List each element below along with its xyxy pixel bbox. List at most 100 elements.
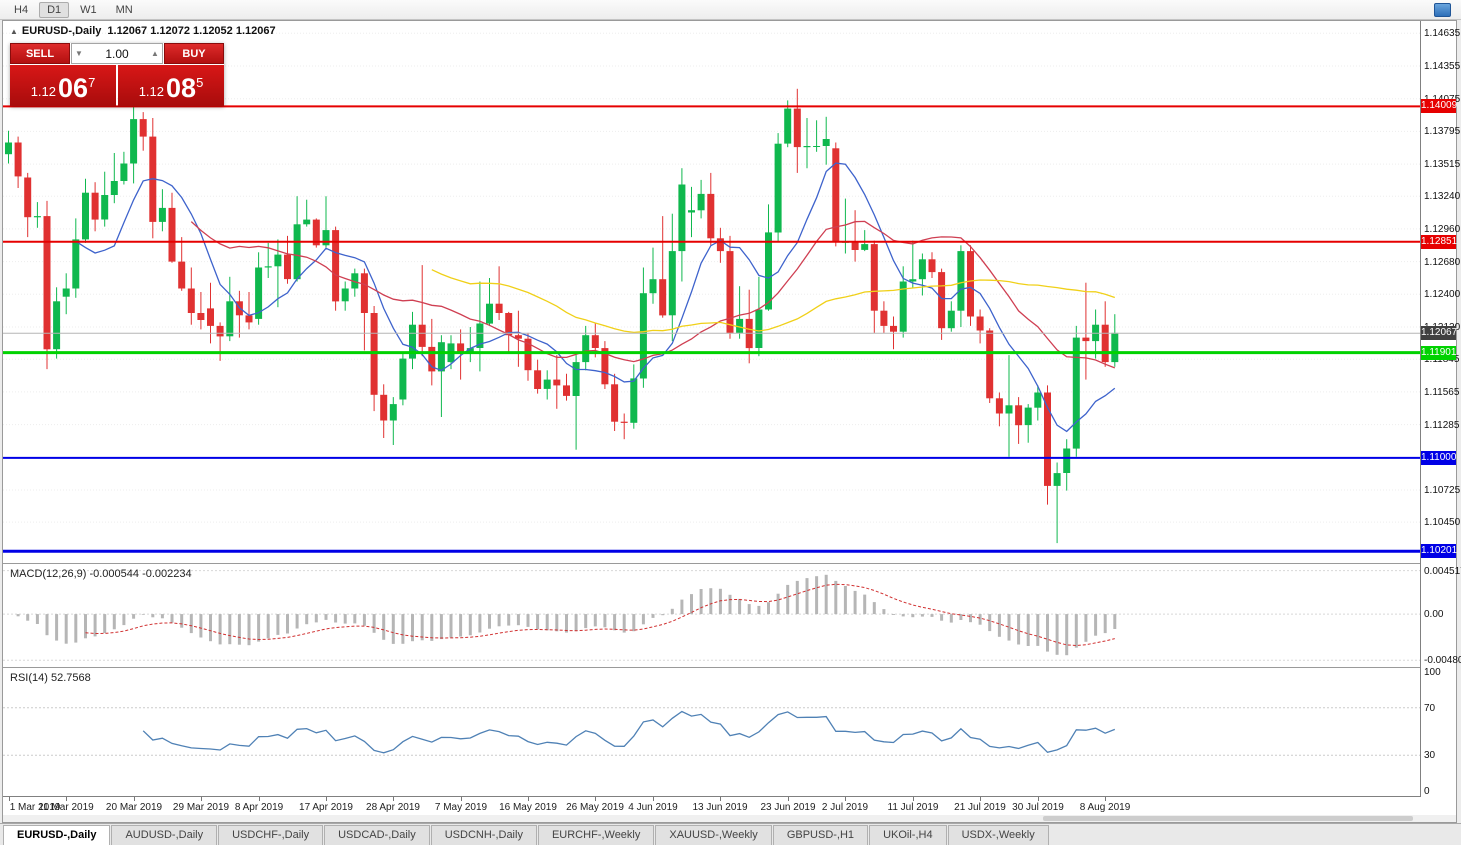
- tab-audusd-daily[interactable]: AUDUSD-,Daily: [111, 825, 218, 845]
- tab-xauusd-weekly[interactable]: XAUUSD-,Weekly: [655, 825, 772, 845]
- ma-line-slow-yellow[interactable]: [431, 269, 1116, 334]
- price-axis-label: 1.12400: [1424, 289, 1461, 300]
- date-axis-label: 20 Mar 2019: [105, 802, 163, 813]
- date-axis-label: 29 Mar 2019: [172, 802, 230, 813]
- tab-eurchf-weekly[interactable]: EURCHF-,Weekly: [537, 825, 655, 845]
- price-chart-canvas[interactable]: [3, 21, 1420, 563]
- timeframe-buttons: H4 D1 W1 MN: [6, 1, 144, 18]
- date-axis-label: 2 Jul 2019: [821, 802, 869, 813]
- bid-price-badge: 1.12067: [1421, 326, 1458, 340]
- date-axis[interactable]: 1 Mar 2019 11 Mar 2019 20 Mar 2019 29 Mar 2…: [3, 797, 1420, 815]
- resistance-line-upper-badge: 1.14009: [1421, 99, 1458, 113]
- price-axis-label: 1.12680: [1424, 257, 1461, 268]
- date-tick-mark: [980, 797, 981, 801]
- price-axis-label: 1.10450: [1424, 517, 1461, 528]
- timeframe-button-h4[interactable]: H4: [14, 3, 29, 16]
- date-axis-label: 1 Mar 2019: [9, 802, 61, 813]
- ma-line-medium-red[interactable]: [190, 220, 1116, 369]
- macd-indicator-canvas[interactable]: [3, 564, 1420, 667]
- date-tick-mark: [461, 797, 462, 801]
- tab-ukoil-h4[interactable]: UKOil-,H4: [869, 825, 947, 845]
- chart-window: 1.146351.143551.140751.137951.135151.132…: [2, 20, 1461, 823]
- volume-input[interactable]: 1.00: [105, 46, 129, 61]
- date-axis-label: 17 Apr 2019: [299, 802, 353, 813]
- sell-button[interactable]: SELL: [10, 43, 70, 64]
- date-tick-mark: [653, 797, 654, 801]
- sell-price-mid: 06: [58, 73, 89, 103]
- price-axis-label: 1.14635: [1424, 28, 1461, 39]
- volume-stepper[interactable]: ▼ 1.00 ▲: [71, 43, 163, 64]
- price-axis[interactable]: 1.146351.143551.140751.137951.135151.132…: [1420, 21, 1461, 797]
- date-axis-label: 8 Aug 2019: [1079, 802, 1131, 813]
- toolbar-right: [1434, 2, 1451, 17]
- date-tick-mark: [528, 797, 529, 801]
- rsi-line: [142, 710, 1116, 754]
- candles: [5, 88, 1119, 544]
- support-line-blue-upper-badge: 1.11000: [1421, 451, 1457, 465]
- rsi-axis-label: 100: [1424, 667, 1441, 678]
- one-click-trading-widget: SELL ▼ 1.00 ▲ BUY 1.12 06 7 1.12 08 5: [10, 43, 224, 106]
- price-axis-label: 1.11285: [1424, 420, 1460, 431]
- buy-price-big: 1.12: [138, 84, 165, 99]
- resistance-line-lower-badge: 1.12851: [1421, 235, 1458, 249]
- date-axis-label: 16 May 2019: [499, 802, 557, 813]
- macd-axis-label: 0.004517: [1424, 566, 1461, 577]
- chart-symbol-label: EURUSD-,Daily: [21, 25, 102, 37]
- buy-button[interactable]: BUY: [164, 43, 224, 64]
- date-axis-line: [3, 796, 1456, 797]
- date-axis-label: 7 May 2019: [434, 802, 488, 813]
- price-axis-label: 1.13795: [1424, 126, 1461, 137]
- pane-separator[interactable]: [3, 667, 1456, 668]
- volume-up-icon[interactable]: ▲: [151, 49, 159, 58]
- sell-price-panel[interactable]: 1.12 06 7: [10, 65, 116, 106]
- price-axis-label: 1.12960: [1424, 224, 1461, 235]
- chart-window-control-icon[interactable]: [1434, 2, 1451, 17]
- macd-histogram: [16, 574, 1117, 656]
- date-tick-mark: [326, 797, 327, 801]
- ma-line-fast-blue[interactable]: [75, 162, 1116, 433]
- volume-down-icon[interactable]: ▼: [75, 49, 83, 58]
- tab-gbpusd-h1[interactable]: GBPUSD-,H1: [772, 825, 869, 845]
- tab-usdx-weekly[interactable]: USDX-,Weekly: [947, 825, 1049, 845]
- date-axis-label: 21 Jul 2019: [954, 802, 1006, 813]
- timeframe-button-d1[interactable]: D1: [39, 1, 70, 18]
- chart-icon: ▲: [10, 27, 18, 36]
- price-axis-label: 1.11565: [1424, 387, 1460, 398]
- tab-usdchf-daily[interactable]: USDCHF-,Daily: [218, 825, 324, 845]
- date-tick-mark: [1038, 797, 1039, 801]
- date-tick-mark: [134, 797, 135, 801]
- horizontal-scrollbar[interactable]: [3, 815, 1456, 822]
- price-axis-label: 1.13515: [1424, 159, 1461, 170]
- date-tick-mark: [1105, 797, 1106, 801]
- timeframe-button-w1[interactable]: W1: [80, 3, 97, 16]
- date-tick-mark: [259, 797, 260, 801]
- timeframe-button-mn[interactable]: MN: [115, 3, 133, 16]
- date-axis-label: 28 Apr 2019: [366, 802, 420, 813]
- date-axis-label: 8 Apr 2019: [234, 802, 284, 813]
- date-axis-label: 4 Jun 2019: [628, 802, 678, 813]
- rsi-indicator-canvas[interactable]: [3, 668, 1420, 796]
- buy-price-mid: 08: [166, 73, 197, 103]
- date-axis-label: 13 Jun 2019: [692, 802, 748, 813]
- sell-price-sup: 7: [88, 75, 96, 90]
- date-axis-label: 11 Jul 2019: [887, 802, 939, 813]
- date-tick-mark: [595, 797, 596, 801]
- rsi-axis-label: 0: [1424, 786, 1430, 797]
- macd-signal-line: [85, 583, 1115, 647]
- macd-label: MACD(12,26,9) -0.000544 -0.002234: [10, 568, 192, 580]
- tab-eurusd-daily[interactable]: EURUSD-,Daily: [3, 825, 111, 845]
- date-axis-label: 11 Mar 2019: [38, 802, 94, 813]
- buy-price-panel[interactable]: 1.12 08 5: [118, 65, 224, 106]
- scrollbar-handle[interactable]: [1043, 816, 1413, 821]
- tab-usdcad-daily[interactable]: USDCAD-,Daily: [324, 825, 430, 845]
- chart-title: ▲ EURUSD-,Daily 1.12067 1.12072 1.12052 1.…: [10, 25, 276, 37]
- date-axis-label: 26 May 2019: [566, 802, 624, 813]
- rsi-axis-label: 70: [1424, 703, 1436, 714]
- symbol-tab-bar: EURUSD-,Daily AUDUSD-,Daily USDCHF-,Daily U…: [0, 823, 1461, 845]
- macd-axis-label: -0.004806: [1424, 655, 1461, 666]
- support-line-green-badge: 1.11901: [1421, 346, 1457, 360]
- support-line-blue-lower-badge: 1.10201: [1421, 544, 1458, 558]
- price-axis-label: 1.10725: [1424, 485, 1461, 496]
- pane-separator[interactable]: [3, 563, 1456, 564]
- tab-usdcnh-daily[interactable]: USDCNH-,Daily: [430, 825, 537, 845]
